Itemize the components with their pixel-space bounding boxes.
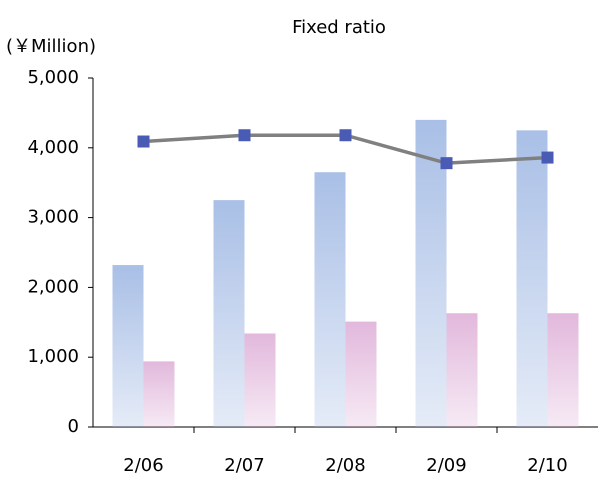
bar — [345, 321, 377, 427]
bar — [213, 200, 245, 427]
bar — [244, 333, 276, 427]
bar — [415, 119, 447, 427]
x-tick-label: 2/08 — [325, 455, 365, 476]
bar — [516, 130, 548, 427]
y-tick-label: 4,000 — [27, 137, 79, 158]
bar — [547, 313, 579, 427]
marker — [339, 129, 352, 142]
x-tick-label: 2/07 — [224, 455, 264, 476]
y-axis-label: (￥Million) — [6, 36, 96, 57]
bar — [143, 361, 175, 427]
bar — [446, 313, 478, 427]
marker — [541, 151, 554, 164]
marker — [440, 157, 453, 170]
y-tick-label: 5,000 — [27, 67, 79, 88]
chart-title: Fixed ratio — [292, 17, 386, 38]
x-tick-label: 2/06 — [123, 455, 163, 476]
bar — [112, 265, 144, 427]
bar — [314, 172, 346, 427]
y-tick-label: 2,000 — [27, 276, 79, 297]
x-tick-label: 2/10 — [527, 455, 567, 476]
y-tick-label: 0 — [68, 416, 79, 437]
y-tick-label: 1,000 — [27, 346, 79, 367]
marker — [238, 129, 251, 142]
y-tick-label: 3,000 — [27, 207, 79, 228]
marker — [137, 135, 150, 148]
x-tick-label: 2/09 — [426, 455, 466, 476]
